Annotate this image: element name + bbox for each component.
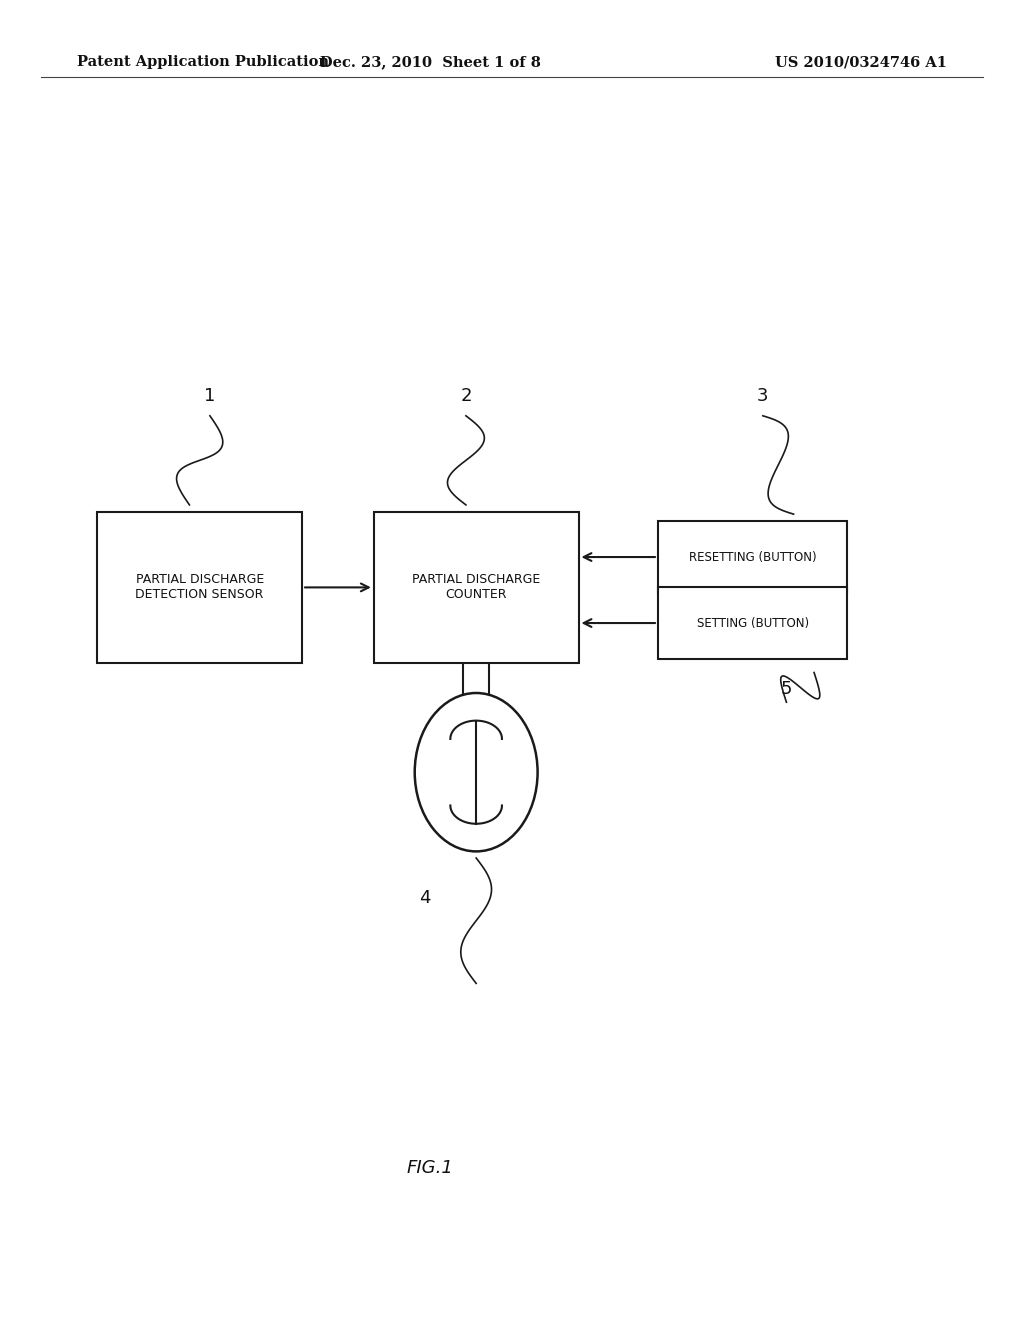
Text: PARTIAL DISCHARGE
COUNTER: PARTIAL DISCHARGE COUNTER xyxy=(412,573,541,602)
Bar xyxy=(374,511,579,663)
Circle shape xyxy=(415,693,538,851)
Text: 2: 2 xyxy=(460,387,472,405)
Text: 5: 5 xyxy=(780,680,793,698)
Text: Dec. 23, 2010  Sheet 1 of 8: Dec. 23, 2010 Sheet 1 of 8 xyxy=(319,55,541,70)
Text: Patent Application Publication: Patent Application Publication xyxy=(77,55,329,70)
Text: PARTIAL DISCHARGE
DETECTION SENSOR: PARTIAL DISCHARGE DETECTION SENSOR xyxy=(135,573,264,602)
Bar xyxy=(97,511,302,663)
Bar xyxy=(657,586,847,659)
Text: 4: 4 xyxy=(419,888,431,907)
Text: US 2010/0324746 A1: US 2010/0324746 A1 xyxy=(775,55,947,70)
Text: 3: 3 xyxy=(757,387,769,405)
Text: RESETTING (BUTTON): RESETTING (BUTTON) xyxy=(689,550,816,564)
Bar xyxy=(657,520,847,594)
Text: FIG.1: FIG.1 xyxy=(407,1159,454,1177)
Text: 1: 1 xyxy=(204,387,216,405)
Text: SETTING (BUTTON): SETTING (BUTTON) xyxy=(696,616,809,630)
